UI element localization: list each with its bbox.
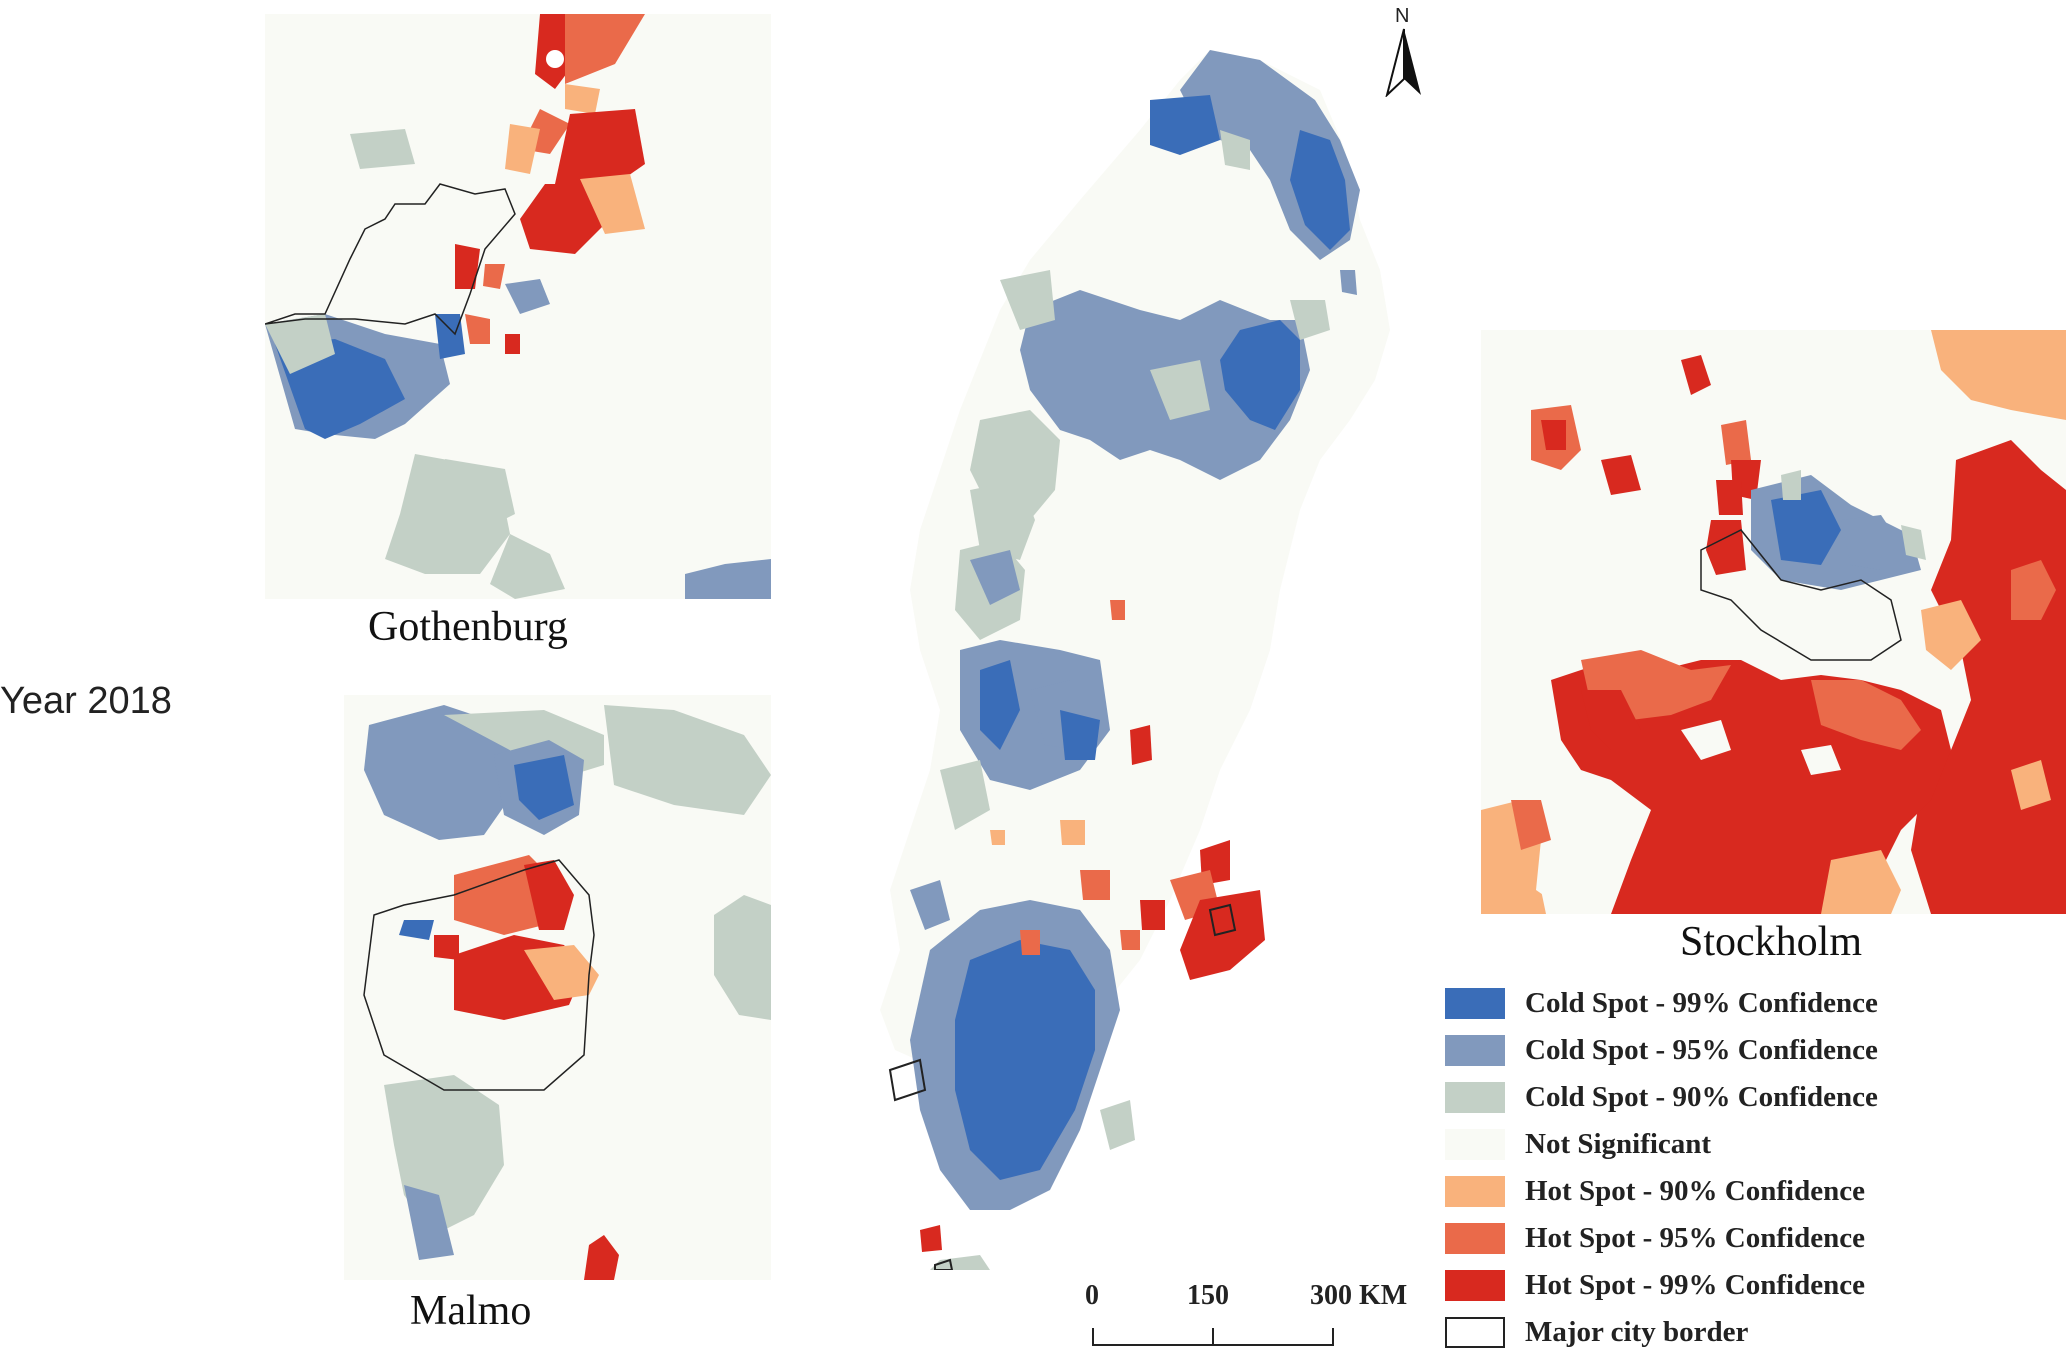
legend-label-cold90: Cold Spot - 90% Confidence — [1525, 1081, 1878, 1113]
year-label: Year 2018 — [0, 680, 172, 722]
gothenburg-inset-map — [265, 14, 771, 599]
stockholm-inset-map — [1481, 330, 2066, 914]
legend-swatch-hot95 — [1445, 1223, 1505, 1254]
legend-label-not-significant: Not Significant — [1525, 1128, 1712, 1160]
scale-tick-0-label: 0 — [1085, 1280, 1099, 1311]
sweden-main-map — [880, 30, 1400, 1270]
legend-swatch-not-significant — [1445, 1129, 1505, 1160]
legend-item-cold90: Cold Spot - 90% Confidence — [1445, 1074, 1878, 1121]
north-arrow-label: N — [1395, 5, 1410, 27]
legend-item-hot90: Hot Spot - 90% Confidence — [1445, 1168, 1878, 1215]
scale-tick-150-label: 150 — [1187, 1280, 1229, 1311]
legend-swatch-city-border — [1445, 1317, 1505, 1348]
legend-label-cold99: Cold Spot - 99% Confidence — [1525, 987, 1878, 1019]
legend-swatch-cold99 — [1445, 988, 1505, 1019]
legend-label-hot90: Hot Spot - 90% Confidence — [1525, 1175, 1865, 1207]
legend-item-cold95: Cold Spot - 95% Confidence — [1445, 1027, 1878, 1074]
legend: Cold Spot - 99% Confidence Cold Spot - 9… — [1445, 980, 1878, 1356]
malmo-label: Malmo — [410, 1288, 532, 1334]
scale-bar: 0 150 300 KM — [1050, 1270, 1450, 1350]
legend-item-not-significant: Not Significant — [1445, 1121, 1878, 1168]
north-arrow: N — [1383, 5, 1425, 97]
scale-tick-300-label: 300 KM — [1310, 1280, 1408, 1311]
legend-swatch-hot90 — [1445, 1176, 1505, 1207]
malmo-inset-map — [344, 695, 771, 1280]
legend-item-cold99: Cold Spot - 99% Confidence — [1445, 980, 1878, 1027]
legend-swatch-cold95 — [1445, 1035, 1505, 1066]
scale-bar-line — [1092, 1328, 1334, 1346]
legend-item-hot95: Hot Spot - 95% Confidence — [1445, 1215, 1878, 1262]
legend-label-city-border: Major city border — [1525, 1316, 1749, 1348]
legend-swatch-cold90 — [1445, 1082, 1505, 1113]
legend-label-hot95: Hot Spot - 95% Confidence — [1525, 1222, 1865, 1254]
legend-label-hot99: Hot Spot - 99% Confidence — [1525, 1269, 1865, 1301]
legend-label-cold95: Cold Spot - 95% Confidence — [1525, 1034, 1878, 1066]
legend-swatch-hot99 — [1445, 1270, 1505, 1301]
legend-item-hot99: Hot Spot - 99% Confidence — [1445, 1262, 1878, 1309]
stockholm-label: Stockholm — [1680, 919, 1863, 965]
legend-item-city-border: Major city border — [1445, 1309, 1878, 1356]
gothenburg-label: Gothenburg — [368, 604, 568, 650]
north-arrow-icon — [1385, 28, 1421, 97]
